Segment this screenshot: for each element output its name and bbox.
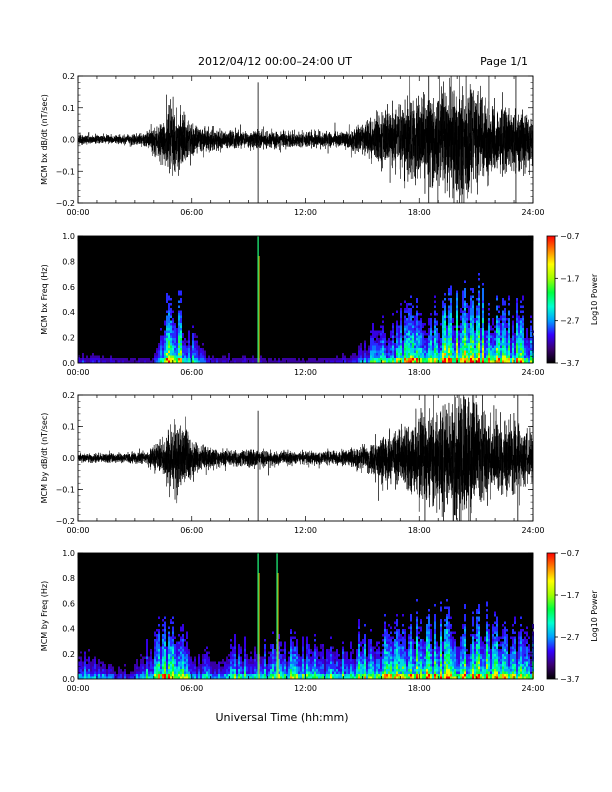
x-tick-label: 00:00 [66, 368, 89, 377]
colorbar-tick-label: −3.7 [560, 359, 579, 368]
bx-spectrogram-panel: −0.7 −1.7 −2.7 −3.7 Log10 Power 00:00 06:00 12:… [40, 232, 599, 377]
spectrogram-cells [164, 674, 498, 679]
x-tick-label: 06:00 [180, 208, 203, 217]
spectrogram-cells [80, 599, 534, 679]
colorbar-tick-label: −2.7 [560, 317, 579, 326]
y-tick-label: 0.6 [62, 599, 75, 608]
x-tick-label: 06:00 [180, 684, 203, 693]
spectrogram-cells [78, 629, 532, 679]
colorbar-tick-label: −3.7 [560, 675, 579, 684]
page-number: Page 1/1 [480, 55, 528, 68]
by-dbdt-panel: 00:00 06:00 12:00 18:00 24:00 0.2 0.1 0.0 −0.1 −0… [40, 391, 545, 535]
y-tick-label: 0.2 [62, 650, 75, 659]
x-tick-label: 06:00 [180, 526, 203, 535]
x-tick-label: 12:00 [294, 208, 317, 217]
figure-title: 2012/04/12 00:00–24:00 UT [198, 55, 352, 68]
colorbar [546, 235, 556, 364]
y-tick-label: −0.1 [56, 167, 75, 176]
colorbar-label: Log10 Power [590, 590, 599, 642]
dbdt-trace [77, 75, 534, 204]
spectrogram-cells [82, 285, 534, 363]
y-axis-label: MCM bx Freq (Hz) [40, 264, 49, 334]
x-axis-label: Universal Time (hh:mm) [216, 711, 349, 724]
x-tick-label: 00:00 [66, 208, 89, 217]
dbdt-trace [77, 394, 534, 522]
y-tick-label: 0.8 [62, 574, 75, 583]
colorbar-label: Log10 Power [590, 273, 599, 325]
colorbar [546, 552, 556, 680]
y-tick-label: 0.1 [62, 104, 75, 113]
x-tick-label: 18:00 [408, 684, 431, 693]
x-tick-label: 18:00 [408, 526, 431, 535]
spectrogram-cells [178, 358, 518, 363]
spectrogram-cells [92, 273, 534, 363]
x-tick-label: 00:00 [66, 526, 89, 535]
colorbar-tick-label: −0.7 [560, 549, 579, 558]
spectrogram-cells [146, 656, 530, 679]
x-tick-label: 24:00 [521, 208, 544, 217]
y-tick-label: 0.1 [62, 423, 75, 432]
x-tick-label: 24:00 [521, 526, 544, 535]
colorbar-tick-label: −1.7 [560, 591, 579, 600]
x-tick-label: 00:00 [66, 684, 89, 693]
y-tick-label: 0.0 [62, 454, 75, 463]
y-axis-label: MCM by Freq (Hz) [40, 581, 49, 651]
y-tick-label: 0.0 [62, 136, 75, 145]
x-tick-label: 12:00 [294, 526, 317, 535]
y-tick-label: 0.6 [62, 283, 75, 292]
spectrogram-cells [164, 320, 528, 363]
y-tick-label: −0.1 [56, 486, 75, 495]
spectrogram-cells [84, 611, 534, 679]
bx-dbdt-panel: 00:00 06:00 12:00 18:00 24:00 0.2 0.1 0.0 −0.1 −0… [40, 72, 545, 217]
y-tick-label: 0.4 [62, 625, 75, 634]
y-tick-label: 0.2 [62, 334, 75, 343]
y-tick-label: 0.0 [62, 675, 75, 684]
y-tick-label: 0.4 [62, 308, 75, 317]
by-spectrogram-panel: −0.7 −1.7 −2.7 −3.7 Log10 Power 00:00 06:00 12:… [40, 549, 599, 693]
x-tick-label: 18:00 [408, 368, 431, 377]
x-tick-label: 12:00 [294, 684, 317, 693]
spectrogram-cells [84, 631, 534, 679]
y-axis-label: MCM by dB/dt (nT/sec) [40, 413, 49, 504]
spectrogram-cells [78, 644, 532, 679]
colorbar-tick-label: −0.7 [560, 232, 579, 241]
x-tick-label: 12:00 [294, 368, 317, 377]
y-tick-label: 1.0 [62, 232, 75, 241]
y-tick-label: 0.2 [62, 72, 75, 81]
y-tick-label: −0.2 [56, 199, 75, 208]
x-tick-label: 24:00 [521, 684, 544, 693]
x-tick-label: 18:00 [408, 208, 431, 217]
x-tick-label: 24:00 [521, 368, 544, 377]
spectrogram-cells [78, 333, 530, 363]
y-tick-label: −0.2 [56, 517, 75, 526]
colorbar-tick-label: −1.7 [560, 274, 579, 283]
y-tick-label: 0.0 [62, 359, 75, 368]
spectrogram-cells [146, 651, 530, 679]
spectrogram-cells [146, 644, 534, 679]
x-tick-label: 06:00 [180, 368, 203, 377]
y-tick-label: 1.0 [62, 549, 75, 558]
colorbar-tick-label: −2.7 [560, 633, 579, 642]
y-tick-label: 0.2 [62, 391, 75, 400]
y-tick-label: 0.8 [62, 257, 75, 266]
y-axis-label: MCM bx dB/dt (nT/sec) [40, 94, 49, 185]
